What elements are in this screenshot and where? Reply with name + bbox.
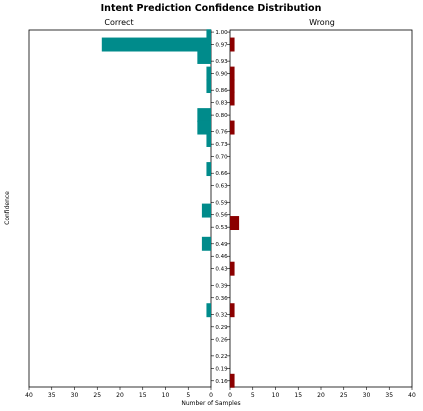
y-axis-label: Confidence bbox=[4, 191, 11, 225]
wrong-x-tick-label: 20 bbox=[317, 392, 325, 399]
correct-x-tick-label: 40 bbox=[25, 392, 33, 399]
wrong-bar bbox=[230, 120, 235, 135]
correct-bar bbox=[206, 133, 211, 147]
y-tick-label: 0.93 bbox=[215, 59, 228, 65]
wrong-bar bbox=[230, 37, 235, 52]
y-tick-label: 0.22 bbox=[215, 354, 227, 360]
correct-bar bbox=[201, 236, 211, 251]
y-tick-label: 0.66 bbox=[215, 171, 228, 177]
correct-bar bbox=[206, 79, 211, 94]
y-tick-label: 0.86 bbox=[215, 88, 228, 94]
correct-x-tick-label: 5 bbox=[186, 392, 190, 399]
y-tick-label: 0.63 bbox=[215, 184, 228, 190]
correct-panel-frame bbox=[28, 29, 212, 388]
y-tick-label: 0.32 bbox=[215, 312, 227, 318]
y-tick-label: 0.73 bbox=[215, 142, 228, 148]
correct-x-tick-label: 30 bbox=[71, 392, 79, 399]
wrong-x-tick-label: 0 bbox=[228, 392, 232, 399]
y-tick-label: 0.70 bbox=[215, 155, 228, 161]
y-tick-label: 0.80 bbox=[215, 113, 228, 119]
correct-x-tick-label: 25 bbox=[93, 392, 101, 399]
wrong-bar bbox=[230, 91, 235, 106]
wrong-bar bbox=[230, 66, 235, 81]
correct-x-tick-label: 35 bbox=[48, 392, 56, 399]
y-tick-label: 0.56 bbox=[215, 213, 228, 219]
y-tick-label: 0.46 bbox=[215, 254, 228, 260]
y-tick-label: 0.16 bbox=[215, 379, 228, 385]
x-axis-label: Number of Samples bbox=[181, 400, 240, 407]
y-tick-label: 0.26 bbox=[215, 337, 228, 343]
correct-bar bbox=[206, 66, 211, 81]
correct-bar bbox=[101, 37, 211, 52]
y-tick-label: 0.53 bbox=[215, 225, 228, 231]
correct-bar bbox=[206, 29, 211, 44]
correct-x-tick-label: 0 bbox=[209, 392, 213, 399]
correct-panel-title: Correct bbox=[104, 18, 133, 27]
wrong-x-tick-label: 25 bbox=[340, 392, 348, 399]
y-tick-label: 1.00 bbox=[215, 30, 228, 36]
y-tick-label: 0.19 bbox=[215, 366, 228, 372]
wrong-panel-title: Wrong bbox=[309, 18, 335, 27]
correct-x-tick-label: 15 bbox=[139, 392, 147, 399]
y-tick-label: 0.43 bbox=[215, 267, 228, 273]
y-tick-label: 0.76 bbox=[215, 130, 228, 136]
y-tick-label: 0.29 bbox=[215, 325, 228, 331]
wrong-x-tick-label: 15 bbox=[294, 392, 302, 399]
correct-bar bbox=[206, 303, 211, 318]
correct-x-tick-label: 10 bbox=[162, 392, 170, 399]
chart-title: Intent Prediction Confidence Distributio… bbox=[101, 3, 322, 14]
wrong-bar bbox=[230, 216, 240, 231]
correct-x-tick-label: 20 bbox=[116, 392, 124, 399]
y-tick-label: 0.36 bbox=[215, 296, 228, 302]
wrong-panel-frame bbox=[229, 29, 413, 388]
correct-bar bbox=[197, 120, 211, 135]
y-tick-label: 0.90 bbox=[215, 72, 228, 78]
correct-bar bbox=[201, 203, 211, 218]
y-tick-label: 0.59 bbox=[215, 200, 228, 206]
wrong-bar bbox=[230, 79, 235, 94]
wrong-x-tick-label: 30 bbox=[363, 392, 371, 399]
wrong-x-tick-label: 40 bbox=[408, 392, 416, 399]
wrong-x-tick-label: 5 bbox=[251, 392, 255, 399]
wrong-x-tick-label: 10 bbox=[272, 392, 280, 399]
wrong-bar bbox=[230, 303, 235, 318]
correct-bar bbox=[197, 50, 211, 64]
y-tick-label: 0.49 bbox=[215, 242, 228, 248]
y-tick-label: 0.83 bbox=[215, 101, 228, 107]
correct-bar bbox=[197, 108, 211, 123]
correct-bar bbox=[206, 162, 211, 177]
y-tick-label: 0.39 bbox=[215, 283, 228, 289]
wrong-bar bbox=[230, 373, 235, 388]
wrong-x-tick-label: 35 bbox=[385, 392, 393, 399]
y-tick-label: 0.97 bbox=[215, 43, 228, 49]
wrong-bar bbox=[230, 261, 235, 276]
